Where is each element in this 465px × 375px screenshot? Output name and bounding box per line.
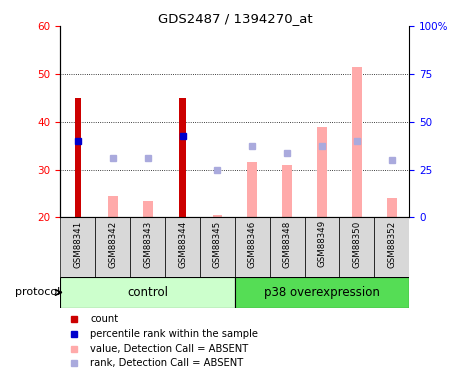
Text: control: control (127, 286, 168, 299)
Bar (247, 162, 257, 218)
Text: value, Detection Call = ABSENT: value, Detection Call = ABSENT (90, 344, 248, 354)
Text: GSM88345: GSM88345 (213, 220, 222, 267)
Text: count: count (90, 314, 118, 324)
Text: GSM88348: GSM88348 (283, 220, 292, 267)
Bar (282, 165, 292, 218)
Bar (60, 217, 95, 276)
Bar (75, 98, 81, 218)
Bar (108, 196, 118, 217)
Bar (200, 217, 235, 276)
Text: p38 overexpression: p38 overexpression (264, 286, 380, 299)
Text: rank, Detection Call = ABSENT: rank, Detection Call = ABSENT (90, 358, 243, 368)
Bar (143, 201, 153, 217)
Text: GSM88350: GSM88350 (352, 220, 361, 267)
Bar (130, 217, 165, 276)
Bar (179, 98, 186, 218)
Text: protocol: protocol (15, 287, 60, 297)
Bar (317, 127, 327, 218)
Bar (60, 276, 235, 308)
Bar (305, 217, 339, 276)
Bar (339, 217, 374, 276)
Text: GSM88343: GSM88343 (143, 220, 152, 267)
Text: GSM88352: GSM88352 (387, 220, 396, 267)
Title: GDS2487 / 1394270_at: GDS2487 / 1394270_at (158, 12, 312, 25)
Bar (387, 198, 397, 217)
Bar (235, 217, 270, 276)
Bar (213, 215, 222, 217)
Text: GSM88342: GSM88342 (108, 220, 117, 267)
Bar (352, 67, 362, 218)
Bar (270, 217, 305, 276)
Text: GSM88346: GSM88346 (248, 220, 257, 267)
Bar (374, 217, 409, 276)
Bar (235, 276, 409, 308)
Bar (165, 217, 200, 276)
Text: GSM88344: GSM88344 (178, 220, 187, 267)
Text: GSM88341: GSM88341 (73, 220, 82, 267)
Bar (95, 217, 130, 276)
Text: percentile rank within the sample: percentile rank within the sample (90, 329, 258, 339)
Text: GSM88349: GSM88349 (318, 220, 326, 267)
